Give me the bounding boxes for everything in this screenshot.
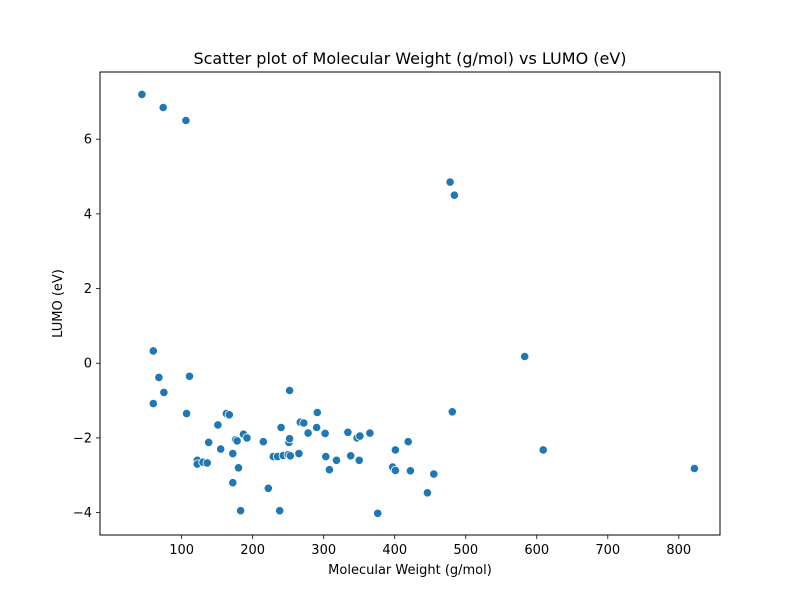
data-point (331, 455, 342, 465)
data-point (233, 463, 244, 473)
data-point (324, 465, 334, 475)
data-point (312, 407, 322, 418)
data-point (422, 488, 432, 498)
data-point (213, 420, 223, 430)
y-tick-label: 4 (84, 207, 92, 222)
x-tick-label: 500 (453, 543, 478, 558)
data-point (158, 102, 168, 113)
data-point (355, 431, 365, 441)
x-tick-label: 200 (240, 543, 265, 558)
x-tick-label: 800 (666, 543, 691, 558)
y-tick-label: −2 (73, 431, 92, 446)
data-point (275, 506, 285, 516)
x-tick-label: 400 (382, 543, 407, 558)
data-point (284, 385, 295, 396)
data-point (447, 407, 457, 417)
data-point (184, 371, 195, 381)
data-point (148, 398, 158, 409)
data-point (224, 410, 234, 420)
x-axis-label: Molecular Weight (g/mol) (328, 563, 492, 578)
data-point (137, 89, 147, 100)
data-point (321, 451, 331, 462)
data-point (390, 445, 400, 455)
data-point (405, 466, 415, 476)
data-point (445, 177, 455, 187)
plot-frame (99, 71, 721, 536)
data-point (204, 437, 214, 447)
data-point (365, 428, 375, 438)
y-axis-label: LUMO (eV) (51, 269, 66, 338)
data-point (299, 418, 309, 428)
data-point (159, 387, 169, 397)
data-point (258, 437, 268, 447)
points-layer (137, 89, 700, 518)
data-point (311, 422, 322, 433)
data-point (285, 451, 295, 461)
y-axis-ticks: −4 −2 0 2 4 6 (73, 133, 100, 521)
data-point (236, 506, 246, 516)
data-point (449, 190, 459, 200)
data-point (320, 428, 330, 438)
data-point (354, 455, 364, 465)
data-point (343, 427, 353, 437)
chart-title: Scatter plot of Molecular Weight (g/mol)… (193, 49, 626, 68)
data-point (294, 448, 304, 459)
data-point (228, 448, 238, 459)
x-axis-ticks: 100 200 300 400 500 600 700 800 (169, 535, 691, 558)
data-point (276, 422, 286, 433)
y-tick-label: −4 (73, 506, 92, 521)
data-point (429, 469, 439, 479)
data-point (538, 445, 548, 455)
data-point (232, 436, 242, 446)
data-point (520, 351, 530, 362)
data-point (390, 465, 400, 475)
data-point (263, 483, 273, 493)
x-tick-label: 600 (524, 543, 549, 558)
data-point (228, 478, 238, 488)
x-tick-label: 100 (169, 543, 194, 558)
data-point (346, 451, 356, 461)
data-point (216, 444, 226, 454)
data-point (154, 372, 164, 382)
data-point (181, 115, 191, 126)
data-point (303, 428, 313, 438)
data-point (182, 408, 192, 419)
x-tick-label: 700 (595, 543, 620, 558)
data-point (202, 458, 212, 468)
y-tick-label: 2 (84, 282, 92, 297)
data-point (689, 463, 700, 474)
data-point (403, 437, 413, 447)
y-tick-label: 0 (84, 357, 92, 372)
data-point (284, 434, 295, 444)
data-point (373, 508, 383, 518)
data-point (148, 346, 158, 356)
y-tick-label: 6 (84, 133, 92, 148)
x-tick-label: 300 (311, 543, 336, 558)
data-point (242, 433, 252, 443)
